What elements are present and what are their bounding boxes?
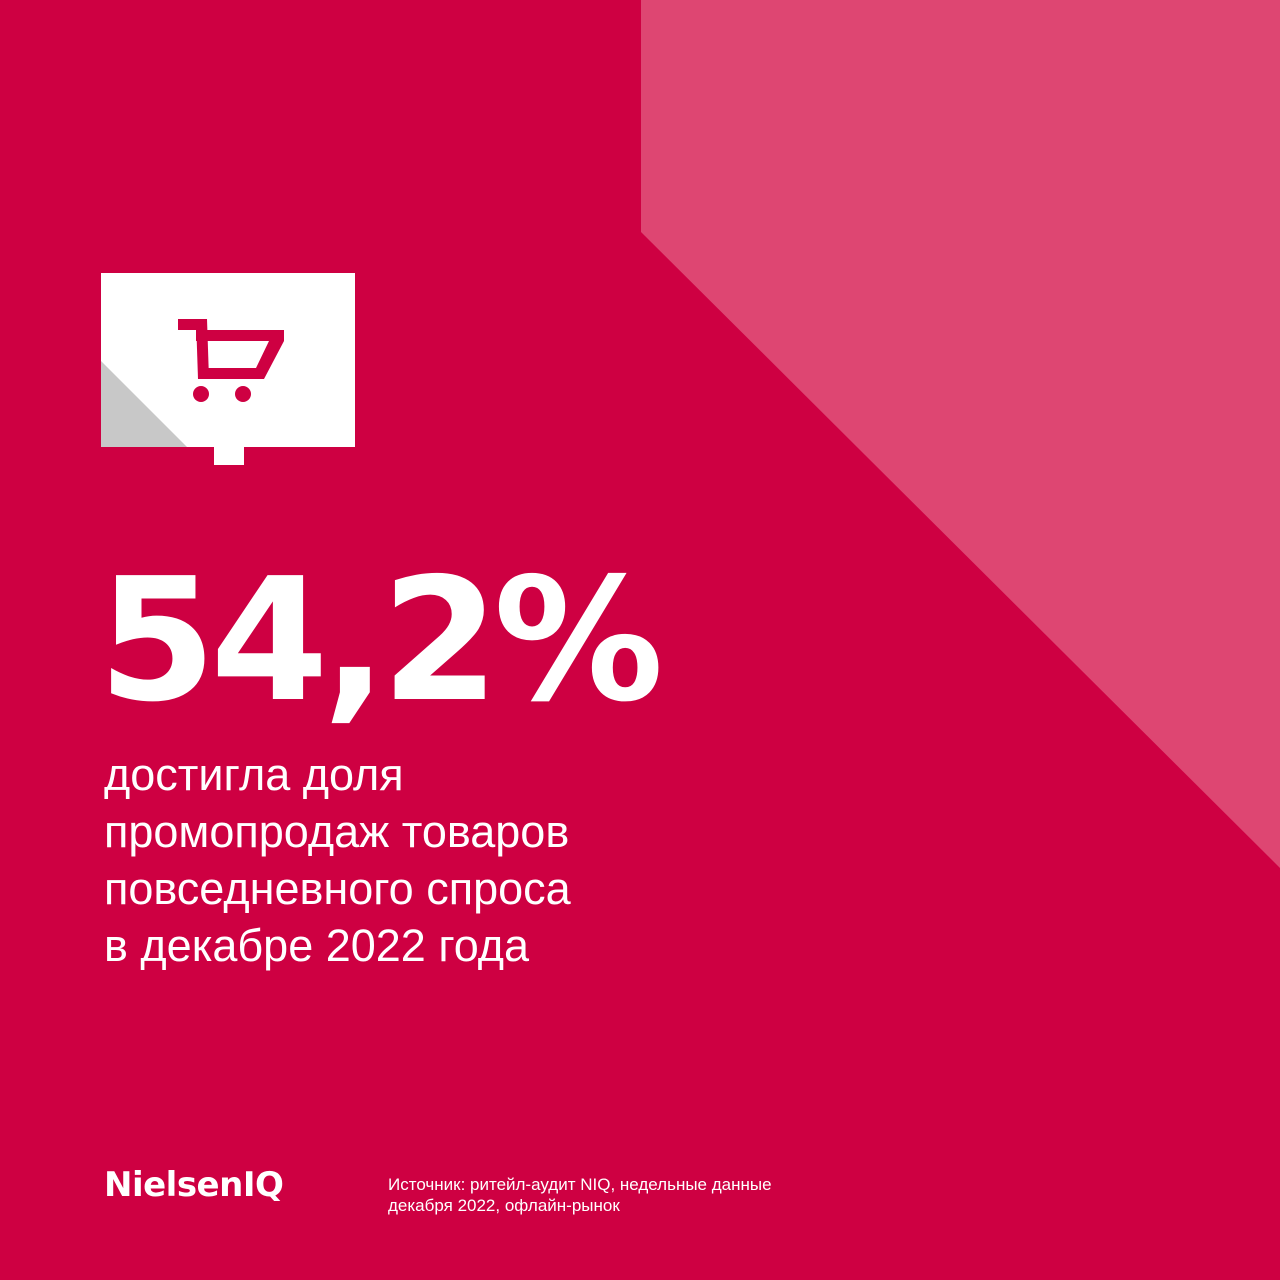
shopping-cart-icon — [178, 319, 284, 402]
icon-card — [101, 273, 355, 465]
description-line: повседневного спроса — [104, 863, 571, 914]
icon-card-fold — [101, 361, 187, 447]
description-line: в декабре 2022 года — [104, 920, 530, 971]
source-line: Источник: ритейл-аудит NIQ, недельные да… — [388, 1175, 772, 1194]
source-note: Источник: ритейл-аудит NIQ, недельные да… — [388, 1174, 888, 1216]
accent-polygon — [641, 0, 1280, 868]
brand-logo-text: NielsenIQ — [104, 1165, 284, 1205]
icon-card-tab — [214, 443, 244, 465]
headline-description: достигла доля промопродаж товаров повсед… — [104, 746, 804, 974]
description-line: достигла доля — [104, 749, 404, 800]
source-line: декабря 2022, офлайн-рынок — [388, 1196, 620, 1215]
headline-percentage: 54,2% — [98, 542, 664, 740]
description-line: промопродаж товаров — [104, 806, 570, 857]
